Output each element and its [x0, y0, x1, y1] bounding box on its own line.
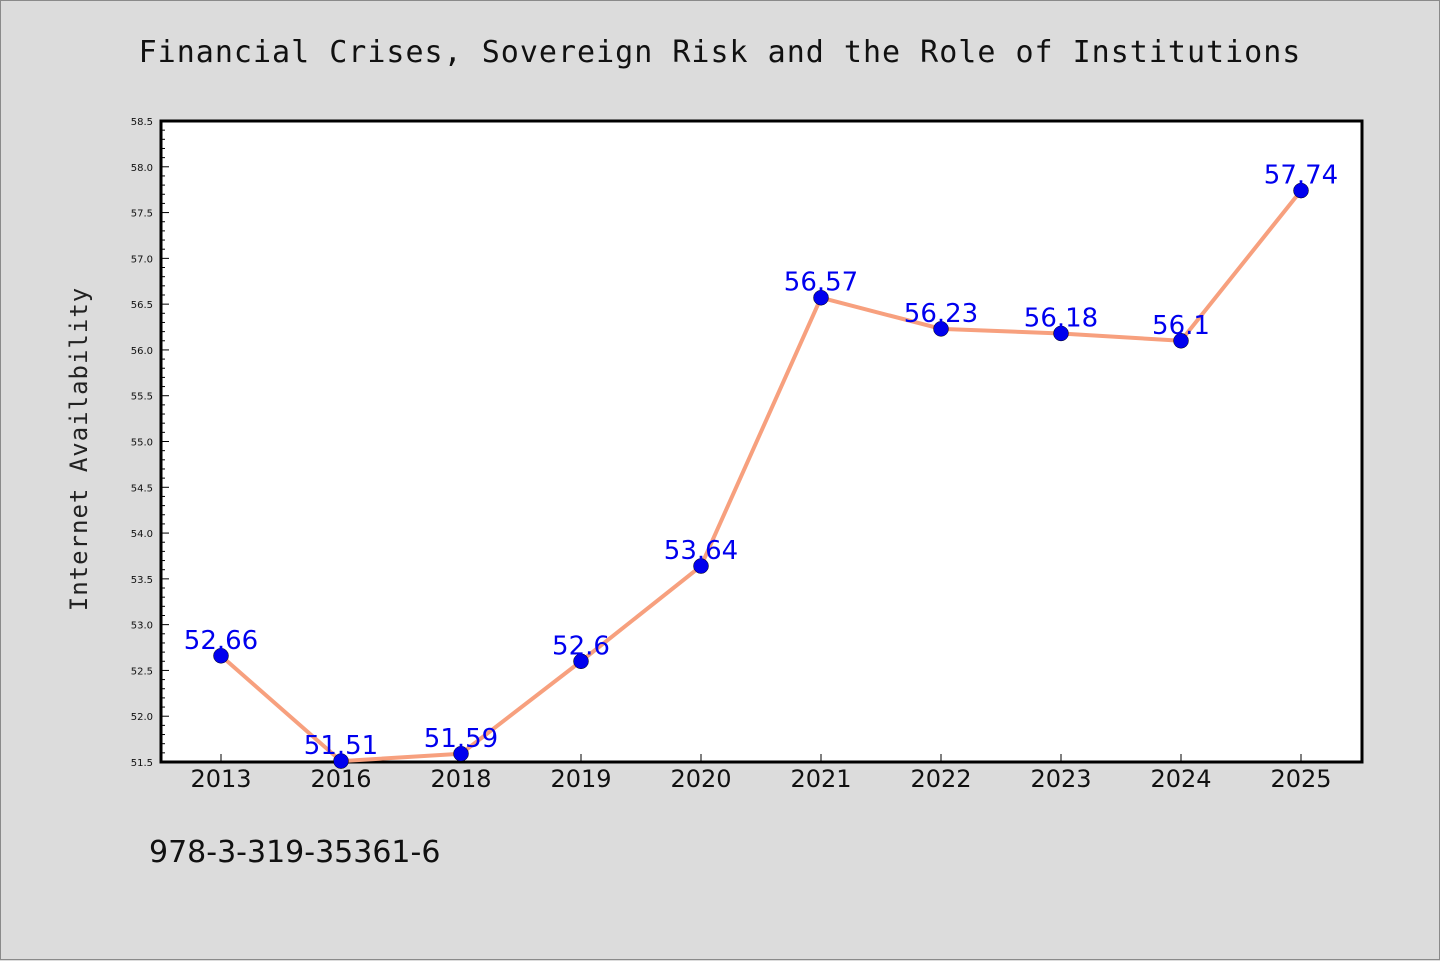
y-axis-label: Internet Availability	[65, 287, 93, 611]
y-tick-label: 58.0	[131, 163, 153, 174]
data-label: 52.66	[184, 626, 258, 656]
x-tick-label: 2018	[430, 765, 491, 793]
x-tick-label: 2022	[910, 765, 971, 793]
data-point	[573, 653, 589, 670]
y-tick-label: 57.5	[131, 209, 153, 220]
x-tick-label: 2024	[1150, 765, 1211, 793]
y-tick-label: 54.0	[131, 529, 153, 540]
chart-title: Financial Crises, Sovereign Risk and the…	[138, 35, 1302, 70]
data-label: 57.74	[1264, 161, 1338, 191]
data-point	[1053, 325, 1069, 342]
data-label: 56.57	[784, 268, 858, 298]
y-tick-label: 53.5	[131, 575, 153, 586]
y-tick-label: 51.5	[131, 758, 153, 769]
x-tick-label: 2019	[550, 765, 611, 793]
data-label: 56.1	[1152, 311, 1210, 341]
data-label: 53.64	[664, 536, 738, 566]
data-label: 51.59	[424, 724, 498, 754]
y-tick-label: 56.5	[131, 300, 153, 311]
data-point	[1173, 333, 1189, 349]
data-point	[933, 321, 949, 337]
y-tick-label: 58.5	[131, 117, 153, 128]
x-tick-label: 2025	[1270, 765, 1331, 793]
x-tick-label: 2016	[310, 765, 371, 793]
series-line	[219, 189, 1303, 764]
x-tick-label: 2020	[670, 765, 731, 793]
data-label: 56.23	[904, 299, 978, 329]
plot-area	[159, 119, 1364, 764]
data-point	[453, 746, 469, 762]
data-point	[693, 558, 709, 574]
y-tick-label: 52.5	[131, 666, 153, 677]
series-markers	[213, 182, 1309, 769]
data-label: 56.18	[1024, 303, 1098, 333]
x-axis-ticks: 2013 2016 2018 2019 2020 2021 2022 2023 2024 2025	[190, 754, 1332, 793]
data-labels: 52.66 51.51 51.59 52.6 53.64 56.57 56.23 56.18 5…	[184, 161, 1338, 761]
data-point	[213, 648, 229, 664]
x-tick-label: 2021	[790, 765, 851, 793]
data-label: 51.51	[304, 731, 378, 761]
y-tick-label: 56.0	[131, 346, 153, 357]
y-axis-ticks: 51.5 52.0 52.5 53.0 53.5 54.0 54.5 55.0 55.5 56.0…	[131, 117, 169, 769]
y-tick-label: 53.0	[131, 621, 153, 632]
data-point	[333, 753, 349, 769]
isbn-footer: 978-3-319-35361-6	[149, 835, 441, 870]
data-point	[1293, 182, 1309, 199]
data-point	[813, 289, 829, 306]
x-tick-label: 2023	[1030, 765, 1091, 793]
y-tick-label: 54.5	[131, 483, 153, 494]
y-tick-label: 55.5	[131, 392, 153, 403]
y-tick-label: 52.0	[131, 712, 153, 723]
data-label: 52.6	[552, 631, 610, 661]
y-tick-label: 55.0	[131, 438, 153, 449]
x-tick-label: 2013	[190, 765, 251, 793]
y-tick-label: 57.0	[131, 254, 153, 265]
